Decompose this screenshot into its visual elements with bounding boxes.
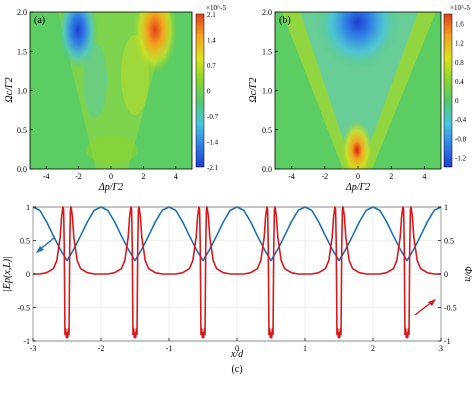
x-tick-label: -3 — [30, 344, 37, 353]
heatmap-b — [275, 12, 441, 169]
colorbar-tick-label: 0 — [207, 88, 211, 96]
colorbar-tick-label: -1.4 — [207, 139, 219, 147]
colorbar-tick-label: 2.1 — [207, 11, 216, 19]
colorbar-tick-label: 1.2 — [455, 40, 464, 48]
y-ticks-b: 0.0 0.5 1.0 1.5 2.0 — [262, 8, 278, 174]
x-axis-label-c: x/d — [230, 349, 244, 360]
x-tick-label: 4 — [174, 172, 178, 181]
x-ticks-c: -3 -2 -1 0 1 2 3 — [30, 338, 443, 353]
x-tick-label: -2 — [75, 172, 82, 181]
panel-b-label: (b) — [279, 15, 291, 26]
panel-a: (a) -4 -2 0 2 4 0.00.51.01.52.0 Δp/Γ2 Ωc/Γ2 … — [4, 4, 227, 193]
x-tick-label: 1 — [303, 344, 307, 353]
y-tick-label: 1.5 — [262, 47, 272, 56]
heatmap-a-yellow-arm — [121, 35, 149, 115]
heatmap-a-cyan-arm — [83, 42, 107, 118]
colorbar-b — [443, 13, 453, 168]
colorbar-tick-label: 1.6 — [455, 21, 464, 29]
y-tick-label: 1.5 — [17, 47, 27, 56]
x-tick-label: 2 — [389, 172, 393, 181]
x-ticks-b: -4 -2 0 2 4 — [288, 166, 426, 181]
y-tick-label: 2.0 — [262, 8, 272, 17]
colorbar-a-exponent: ×10^-5 — [206, 4, 227, 12]
arrow-right-icon — [428, 299, 436, 306]
y-axis-label-a: Ωc/Γ2 — [4, 77, 15, 102]
y-ticks-right-c: -1 -0.5 0 0.5 1 — [438, 203, 457, 346]
x-tick-label: 2 — [371, 344, 375, 353]
panel-b: (b) -4 -2 0 2 4 0.00.51.01.52.0 Δp/Γ2 Ωc/Γ2 … — [248, 4, 471, 193]
colorbar-tick-label: -0.8 — [455, 135, 467, 143]
y-tick-label: 1.0 — [17, 87, 27, 96]
x-tick-label: -2 — [321, 172, 328, 181]
y-tick-label: 1.0 — [262, 87, 272, 96]
y-ticks-left-c: -1 -0.5 0 0.5 1 — [17, 203, 36, 346]
colorbar-tick-label: 1.4 — [207, 37, 216, 45]
heatmap-a-red-lobe — [133, 12, 177, 74]
y-tick-label-left: -0.5 — [17, 304, 30, 313]
y-tick-label: 0.5 — [17, 126, 27, 135]
y-axis-label-right-c: Φ/π — [462, 266, 473, 282]
x-tick-label: 3 — [439, 344, 443, 353]
y-axis-label-b: Ωc/Γ2 — [248, 77, 259, 102]
series-line-phase — [33, 206, 441, 339]
y-tick-label: 2.0 — [17, 8, 27, 17]
y-tick-label-left: 1 — [26, 203, 30, 212]
y-tick-label-left: -1 — [23, 337, 30, 346]
colorbar-tick-label: 0.4 — [455, 78, 464, 86]
arrow-left-icon — [36, 246, 44, 253]
x-tick-label: 4 — [422, 172, 426, 181]
series-line-amplitude — [32, 206, 442, 262]
x-axis-label-a: Δp/Γ2 — [98, 182, 123, 193]
colorbar-a-ticks: 2.1 1.4 0.7 0 -0.7 -1.4 -2.1 — [207, 11, 219, 172]
x-tick-label: 2 — [141, 172, 145, 181]
heatmap-b-blue-lobe — [316, 12, 400, 70]
x-ticks-a: -4 -2 0 2 4 — [43, 166, 178, 181]
colorbar-tick-label: 0.7 — [207, 62, 216, 70]
panel-a-label: (a) — [34, 15, 45, 26]
y-tick-label: 0.0 — [17, 165, 27, 174]
colorbar-b-ticks: 1.6 1.2 0.8 0.4 0 -0.4 -0.8 -1.2 — [455, 21, 467, 163]
y-tick-label-right: 0.5 — [444, 237, 454, 246]
panel-c-label: (c) — [231, 364, 242, 375]
y-tick-label-right: 1 — [444, 203, 448, 212]
panel-c: -3 -2 -1 0 1 2 3 -1 -0.5 0 0.5 1 -1 -0.5 0 0.5 1 x/d (… — [2, 203, 473, 375]
colorbar-b-exponent: ×10^-5 — [450, 4, 471, 12]
y-tick-label: 0.5 — [262, 126, 272, 135]
x-tick-label: 0 — [356, 172, 360, 181]
colorbar-tick-label: -0.4 — [455, 116, 467, 124]
x-tick-label: 0 — [235, 344, 239, 353]
colorbar-tick-label: 0.8 — [455, 59, 464, 67]
heatmap-a-blue-lobe — [58, 12, 98, 70]
y-tick-label-right: -1 — [444, 337, 451, 346]
y-ticks-a: 0.0 0.5 1.0 1.5 2.0 — [17, 8, 33, 174]
series-c — [32, 206, 442, 339]
x-tick-label: -4 — [288, 172, 295, 181]
y-tick-label-left: 0.5 — [20, 237, 30, 246]
x-tick-label: -2 — [98, 344, 105, 353]
heatmap-b-red-lobe — [341, 120, 373, 169]
y-tick-label: 0.0 — [262, 165, 272, 174]
x-axis-label-b: Δp/Γ2 — [345, 182, 370, 193]
colorbar-a — [195, 13, 205, 168]
colorbar-tick-label: 0 — [455, 97, 459, 105]
y-tick-label-right: -0.5 — [444, 304, 457, 313]
colorbar-tick-label: -0.7 — [207, 113, 219, 121]
heatmap-a-bottom-blob — [86, 136, 138, 164]
x-tick-label: 0 — [109, 172, 113, 181]
y-tick-label-right: 0 — [444, 270, 448, 279]
colorbar-tick-label: -2.1 — [207, 164, 219, 172]
y-tick-label-left: 0 — [26, 270, 30, 279]
x-tick-label: -4 — [43, 172, 50, 181]
y-axis-label-left-c: |Ep(x,L)| — [2, 256, 13, 292]
heatmap-a — [30, 12, 192, 169]
colorbar-tick-label: -1.2 — [455, 154, 467, 162]
x-tick-label: -1 — [166, 344, 173, 353]
